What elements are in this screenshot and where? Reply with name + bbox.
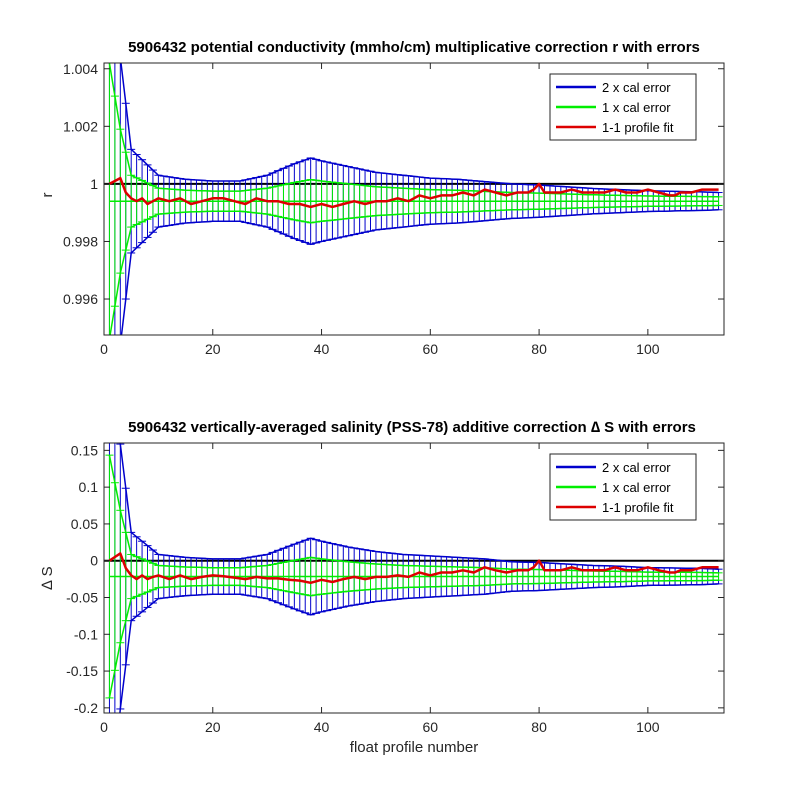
series-1x-line — [108, 579, 719, 699]
series-2x-envelope — [119, 443, 719, 570]
y-tick-label: -0.05 — [66, 589, 98, 605]
y-tick-label: 0.1 — [79, 479, 99, 495]
x-tick-label: 100 — [636, 719, 660, 735]
chart-conductivity-correction: 5906432 potential conductivity (mmho/cm)… — [39, 39, 725, 357]
y-tick-label: -0.1 — [74, 626, 98, 642]
y-tick-label: 0.998 — [63, 233, 98, 249]
series-1x-line — [109, 204, 719, 335]
x-tick-label: 0 — [100, 719, 108, 735]
y-axis-label: r — [39, 193, 56, 198]
plot-clip — [104, 63, 724, 335]
y-tick-label: 1.004 — [63, 61, 98, 77]
series-1x-line — [108, 63, 719, 198]
y-tick-label: 0.996 — [63, 291, 98, 307]
plot-area: 0 20 40 60 80 100 0.996 0.998 1 1.002 1.004 — [63, 61, 725, 357]
y-tick-label: 0.05 — [71, 516, 98, 532]
y-tick-label: -0.15 — [66, 663, 98, 679]
legend-label: 1-1 profile fit — [602, 120, 674, 135]
series-profile-fit — [108, 176, 719, 209]
x-tick-label: 40 — [314, 719, 330, 735]
legend-label: 2 x cal error — [602, 460, 671, 475]
x-tick-label: 60 — [423, 341, 439, 357]
legend-label: 1 x cal error — [602, 100, 671, 115]
series-1x-line — [108, 454, 719, 574]
chart-salinity-correction: 5906432 vertically-averaged salinity (PS… — [39, 419, 725, 756]
x-tick-label: 40 — [314, 341, 330, 357]
series-2x-envelope — [120, 209, 719, 335]
plot-clip — [104, 443, 724, 713]
legend-label: 2 x cal error — [602, 80, 671, 95]
chart-title: 5906432 vertically-averaged salinity (PS… — [128, 419, 696, 436]
x-tick-label: 0 — [100, 341, 108, 357]
axes-box — [103, 442, 725, 714]
x-axis-label: float profile number — [350, 739, 478, 756]
x-tick-label: 20 — [205, 719, 221, 735]
legend-label: 1-1 profile fit — [602, 500, 674, 515]
series-profile-fit — [108, 552, 719, 585]
x-tick-label: 80 — [531, 719, 547, 735]
series-2x-envelope — [119, 583, 719, 713]
legend-label: 1 x cal error — [602, 480, 671, 495]
legend: 2 x cal error 1 x cal error 1-1 profile fi… — [549, 453, 697, 521]
x-tick-label: 20 — [205, 341, 221, 357]
x-tick-label: 60 — [423, 719, 439, 735]
y-axis-label: ∆ S — [39, 566, 56, 589]
legend: 2 x cal error 1 x cal error 1-1 profile fi… — [549, 73, 697, 141]
x-tick-label: 80 — [531, 341, 547, 357]
y-tick-label: 0 — [90, 553, 98, 569]
chart-title: 5906432 potential conductivity (mmho/cm)… — [128, 39, 700, 56]
axes-box — [103, 62, 725, 336]
y-tick-label: 1 — [90, 176, 98, 192]
y-tick-label: -0.2 — [74, 700, 98, 716]
x-tick-label: 100 — [636, 341, 660, 357]
y-tick-label: 0.15 — [71, 442, 98, 458]
y-tick-label: 1.002 — [63, 118, 98, 134]
plot-area: 0 20 40 60 80 100 -0.2 -0.15 -0.1 -0.05 0 0.05 0.1 0.… — [66, 442, 725, 735]
